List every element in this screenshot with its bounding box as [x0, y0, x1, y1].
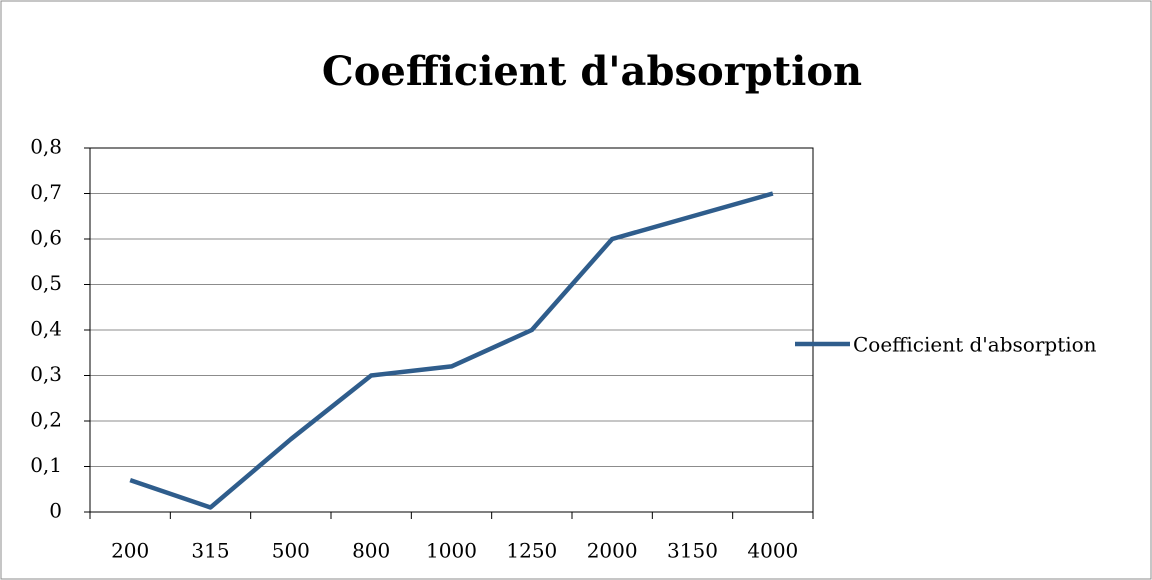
x-tick-label: 1250: [506, 539, 557, 563]
y-tick-label: 0,1: [30, 453, 62, 477]
y-tick-label: 0,7: [30, 180, 62, 204]
x-tick-label: 315: [191, 539, 229, 563]
chart-title: Coefficient d'absorption: [322, 48, 862, 95]
y-tick-label: 0,3: [30, 362, 62, 386]
plot-border: [89, 147, 814, 513]
data-line: [129, 191, 774, 510]
x-tick-label: 4000: [747, 539, 798, 563]
y-tick-label: 0: [49, 499, 62, 523]
x-tick-label: 200: [111, 539, 149, 563]
x-tick-label: 800: [352, 539, 390, 563]
y-tick-label: 0,6: [30, 226, 62, 250]
legend-label: Coefficient d'absorption: [853, 333, 1097, 357]
x-tick-label: 500: [272, 539, 310, 563]
x-tick-label: 2000: [587, 539, 638, 563]
y-tick-label: 0,2: [30, 408, 62, 432]
y-tick-label: 0,8: [30, 135, 62, 159]
x-tick-label: 1000: [426, 539, 477, 563]
x-tick-label: 3150: [667, 539, 718, 563]
y-tick-label: 0,4: [30, 317, 62, 341]
y-tick-label: 0,5: [30, 271, 62, 295]
